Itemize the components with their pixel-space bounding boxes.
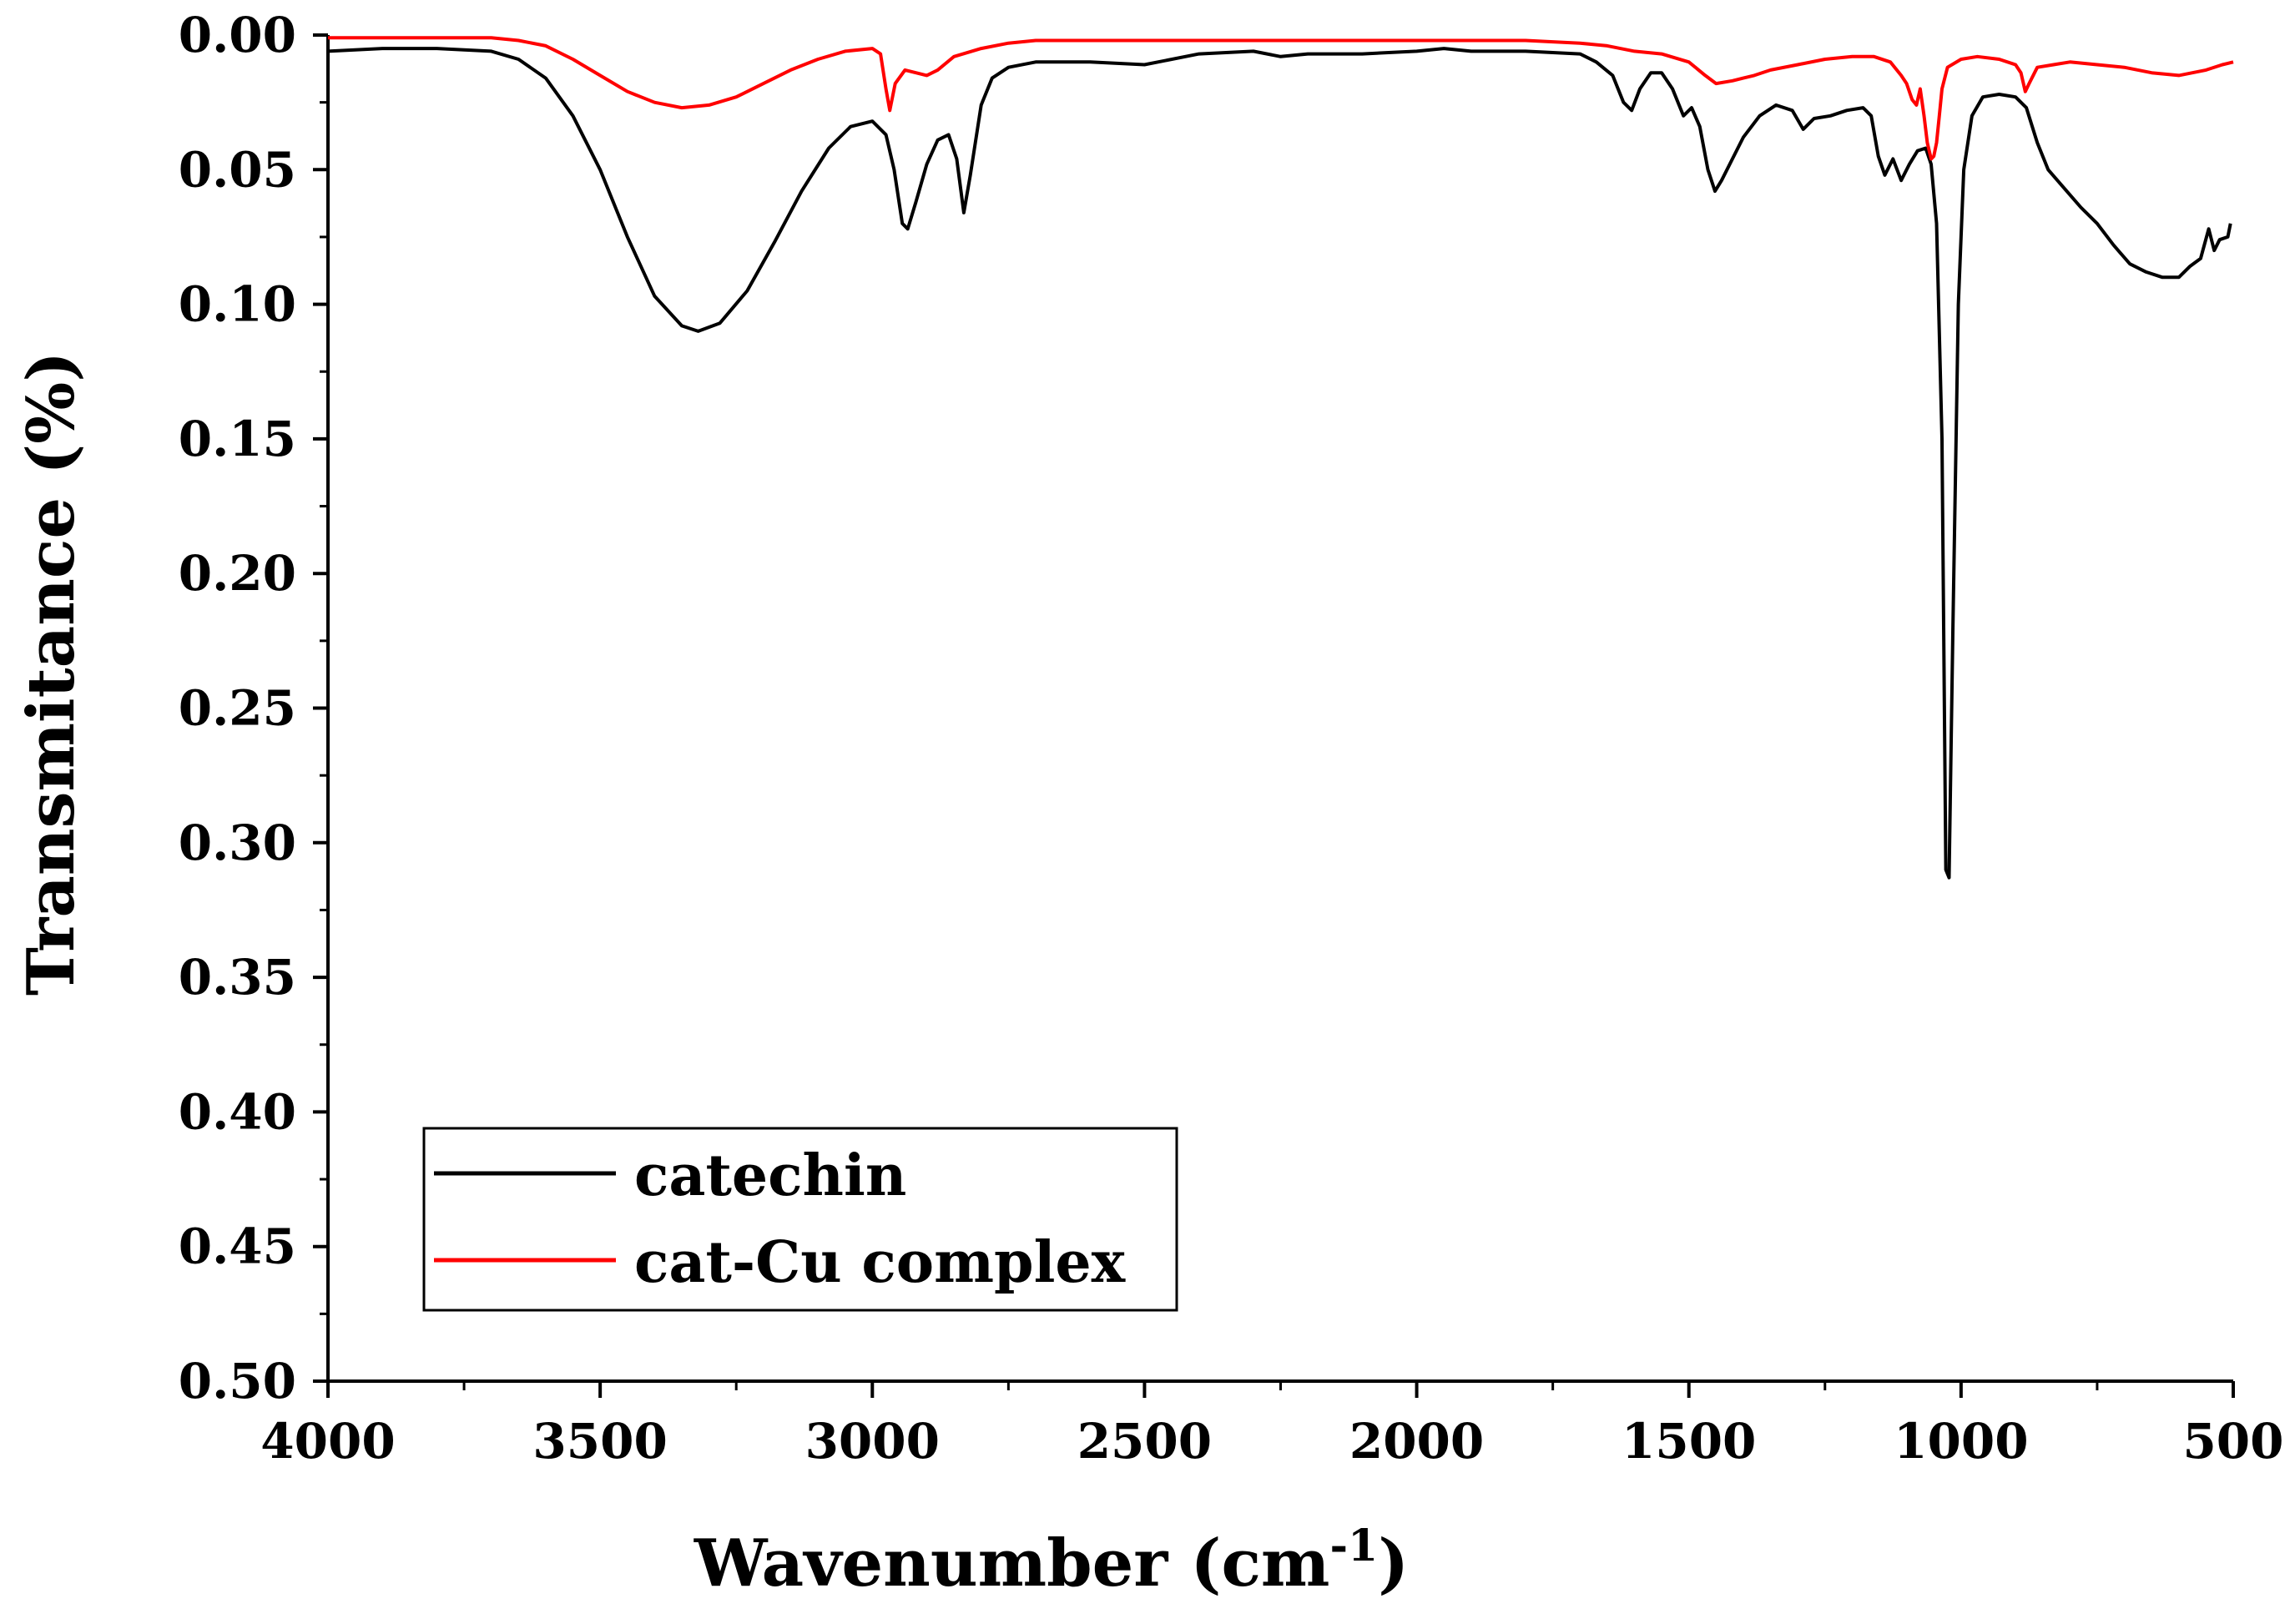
- x-axis-title-main: Wavenumber (cm: [694, 1526, 1330, 1601]
- x-tick-label: 1000: [1894, 1413, 2028, 1470]
- x-axis-title: Wavenumber (cm-1): [694, 1521, 1409, 1601]
- y-tick-label: 0.25: [179, 680, 296, 737]
- y-tick-label: 0.40: [179, 1083, 296, 1140]
- x-tick-label: 2000: [1349, 1413, 1484, 1470]
- x-tick-label: 3500: [532, 1413, 667, 1470]
- x-axis-title-close: ): [1378, 1526, 1409, 1601]
- series-line-cat-cu-complex: [328, 36, 2234, 161]
- legend-label-catechin: catechin: [634, 1142, 906, 1209]
- y-tick-label: 0.15: [179, 411, 296, 467]
- legend: catechin cat-Cu complex: [422, 1127, 1178, 1312]
- x-axis-title-superscript: -1: [1329, 1521, 1378, 1571]
- y-tick-label: 0.35: [179, 949, 296, 1006]
- x-tick-label: 1500: [1622, 1413, 1756, 1470]
- legend-label-cat-cu-complex: cat-Cu complex: [634, 1229, 1126, 1296]
- y-tick-label: 0.20: [179, 545, 296, 602]
- x-tick-label: 4000: [260, 1413, 395, 1470]
- y-tick-label: 0.05: [179, 141, 296, 198]
- y-tick-label: 0.10: [179, 276, 296, 333]
- series-line-catechin: [327, 47, 2232, 880]
- y-tick-label: 0.00: [179, 7, 296, 63]
- series-lines: [327, 36, 2234, 880]
- legend-box: [422, 1127, 1178, 1312]
- y-tick-label: 0.30: [179, 815, 296, 871]
- x-tick-label: 3000: [805, 1413, 940, 1470]
- y-tick-label: 0.45: [179, 1218, 296, 1275]
- y-tick-label: 0.50: [179, 1353, 296, 1410]
- axis-ticks: 0.00 0.05 0.10 0.15 0.20 0.25 0.30 0.35 0.40 0.45…: [179, 7, 2284, 1470]
- x-tick-label: 500: [2182, 1413, 2283, 1470]
- y-axis-title: Transmitance (%): [13, 351, 89, 996]
- x-tick-label: 2500: [1077, 1413, 1212, 1470]
